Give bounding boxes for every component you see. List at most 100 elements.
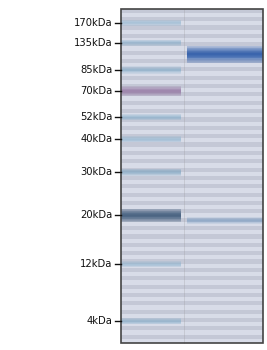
- Text: 170kDa: 170kDa: [74, 18, 113, 28]
- Bar: [121, 234, 263, 239]
- Bar: [121, 93, 181, 94]
- Bar: [121, 76, 263, 80]
- Text: 30kDa: 30kDa: [81, 167, 113, 177]
- Bar: [121, 220, 181, 221]
- Bar: [121, 113, 263, 117]
- Bar: [121, 210, 181, 211]
- Bar: [121, 280, 263, 285]
- Bar: [121, 215, 181, 216]
- Bar: [121, 193, 263, 197]
- Bar: [121, 184, 263, 188]
- Bar: [121, 219, 181, 220]
- Bar: [121, 70, 181, 71]
- Bar: [187, 57, 263, 58]
- Text: 70kDa: 70kDa: [80, 86, 113, 96]
- Bar: [121, 301, 263, 306]
- Bar: [121, 297, 263, 301]
- Bar: [121, 117, 263, 121]
- Bar: [121, 105, 263, 109]
- Bar: [121, 285, 263, 289]
- Bar: [121, 95, 181, 96]
- Bar: [121, 255, 263, 259]
- Bar: [121, 92, 181, 93]
- Bar: [121, 176, 263, 180]
- Bar: [121, 159, 263, 163]
- Bar: [187, 62, 263, 63]
- Bar: [121, 30, 263, 34]
- Bar: [121, 92, 263, 97]
- Bar: [121, 94, 181, 95]
- Bar: [121, 68, 181, 69]
- Bar: [121, 84, 263, 88]
- Bar: [121, 339, 263, 343]
- Bar: [187, 49, 263, 50]
- Bar: [187, 56, 263, 57]
- Bar: [121, 259, 263, 264]
- Bar: [121, 59, 263, 63]
- Bar: [121, 94, 181, 95]
- Bar: [187, 50, 263, 51]
- Text: 52kDa: 52kDa: [80, 112, 113, 122]
- Bar: [187, 54, 263, 55]
- Bar: [121, 168, 263, 172]
- Bar: [121, 138, 263, 142]
- Bar: [121, 209, 181, 210]
- Bar: [121, 90, 181, 91]
- Bar: [121, 306, 263, 309]
- Text: 40kDa: 40kDa: [81, 134, 113, 144]
- Text: 135kDa: 135kDa: [74, 38, 113, 48]
- Bar: [187, 61, 263, 62]
- Bar: [121, 101, 263, 105]
- Bar: [121, 247, 263, 251]
- Bar: [121, 26, 263, 30]
- Bar: [187, 58, 263, 59]
- Bar: [121, 170, 181, 171]
- Bar: [121, 88, 181, 89]
- Bar: [121, 217, 181, 218]
- Bar: [121, 211, 181, 212]
- Bar: [121, 71, 263, 76]
- Bar: [121, 289, 263, 293]
- Text: 4kDa: 4kDa: [87, 316, 113, 326]
- Bar: [121, 63, 263, 67]
- Bar: [121, 172, 263, 176]
- Bar: [187, 60, 263, 61]
- Bar: [121, 86, 181, 87]
- Bar: [187, 48, 263, 49]
- Bar: [121, 121, 263, 126]
- Bar: [121, 173, 181, 174]
- Bar: [187, 46, 263, 47]
- Bar: [121, 69, 181, 70]
- Bar: [121, 230, 263, 235]
- Bar: [121, 155, 263, 159]
- Bar: [121, 9, 263, 343]
- Bar: [121, 151, 263, 155]
- Bar: [121, 243, 263, 247]
- Bar: [121, 197, 263, 201]
- Bar: [121, 66, 181, 67]
- Bar: [121, 97, 263, 101]
- Bar: [121, 318, 263, 322]
- Bar: [121, 89, 181, 90]
- Bar: [121, 91, 181, 92]
- Bar: [121, 251, 263, 255]
- Text: 20kDa: 20kDa: [80, 210, 113, 220]
- Bar: [121, 314, 263, 318]
- Bar: [121, 87, 181, 88]
- Bar: [187, 51, 263, 52]
- Bar: [121, 126, 263, 130]
- Bar: [121, 130, 263, 134]
- Bar: [121, 213, 181, 214]
- Bar: [121, 226, 263, 230]
- Bar: [121, 218, 263, 222]
- Bar: [121, 216, 181, 217]
- Bar: [121, 38, 263, 42]
- Bar: [121, 67, 181, 68]
- Bar: [121, 34, 263, 38]
- Bar: [121, 174, 181, 175]
- Bar: [121, 322, 263, 326]
- Bar: [187, 52, 263, 54]
- Bar: [121, 42, 263, 46]
- Bar: [121, 169, 181, 170]
- Bar: [121, 147, 263, 151]
